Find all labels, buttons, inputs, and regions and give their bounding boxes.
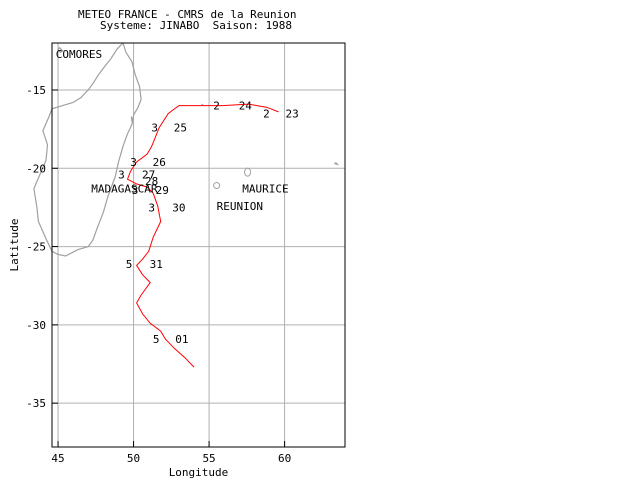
date-label: 25 — [174, 122, 187, 135]
intensity-label: 3 — [130, 156, 137, 169]
grid-lines — [52, 43, 345, 447]
cyclone-track — [126, 103, 279, 368]
x-tick-label: 45 — [51, 452, 64, 465]
y-tick-label: -20 — [26, 162, 46, 175]
coastline — [201, 103, 204, 106]
y-tick-label: -25 — [26, 241, 46, 254]
place-label-maurice: MAURICE — [242, 183, 288, 196]
axis-ticks: 45 50 55 60-15-20-25-30-35 — [26, 84, 291, 465]
x-tick-label: 55 — [202, 452, 215, 465]
x-axis-label: Longitude — [169, 466, 229, 479]
place-labels: COMORES MADAGASCAR MAURICE REUNION — [56, 48, 289, 213]
intensity-label: 5 — [126, 258, 133, 271]
date-label: 26 — [153, 156, 166, 169]
date-label: 27 — [142, 169, 155, 182]
intensity-label: 3 — [118, 169, 125, 182]
place-label-reunion: REUNION — [217, 200, 263, 213]
intensity-label: 5 — [153, 333, 160, 346]
coastline — [130, 116, 134, 124]
date-label: 31 — [150, 258, 163, 271]
y-axis-label: Latitude — [8, 219, 21, 272]
y-tick-label: -30 — [26, 319, 46, 332]
date-label: 30 — [172, 201, 185, 214]
place-label-madagascar: MADAGASCAR — [91, 183, 158, 196]
coastline — [334, 162, 340, 166]
intensity-label: 2 — [263, 107, 270, 120]
reunion-island — [213, 181, 221, 189]
intensity-label: 3 — [132, 184, 139, 197]
coastlines — [33, 42, 340, 257]
y-tick-label: -15 — [26, 84, 46, 97]
coastline — [33, 42, 142, 257]
plot-frame — [51, 42, 346, 448]
chart-title-line2: Systeme: JINABO Saison: 1988 — [100, 19, 293, 32]
date-label: 29 — [156, 184, 169, 197]
intensity-label: 2 — [213, 100, 220, 113]
x-tick-label: 50 — [127, 452, 140, 465]
track-line — [126, 103, 279, 368]
chart-title-line1: METEO FRANCE - CMRS de la Reunion — [78, 8, 297, 21]
intensity-label: 3 — [151, 122, 158, 135]
date-label: 01 — [175, 333, 188, 346]
maurice-island — [244, 167, 252, 177]
y-tick-label: -35 — [26, 397, 46, 410]
intensity-label: 3 — [148, 201, 155, 214]
date-label: 24 — [239, 100, 253, 113]
date-label: 23 — [286, 107, 299, 120]
date-label: 28 — [145, 175, 158, 188]
coastline — [57, 46, 64, 54]
x-tick-label: 60 — [278, 452, 291, 465]
place-label-comores: COMORES — [56, 48, 102, 61]
